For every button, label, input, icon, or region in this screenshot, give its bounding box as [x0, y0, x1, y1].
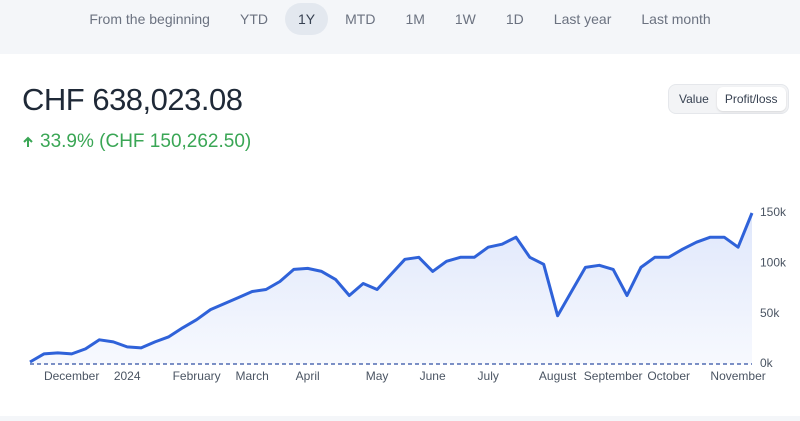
period-tab[interactable]: 1Y — [284, 3, 329, 35]
toggle-option[interactable]: Profit/loss — [716, 87, 786, 111]
x-tick-label: December — [44, 369, 99, 383]
mode-toggle: Value Profit/loss — [668, 84, 789, 114]
x-tick-label: August — [539, 369, 577, 383]
y-tick-label: 50k — [760, 306, 780, 320]
area — [30, 213, 752, 364]
x-tick-label: October — [647, 369, 690, 383]
x-tick-label: November — [710, 369, 765, 383]
change-row: 33.9% (CHF 150,262.50) — [22, 131, 251, 153]
portfolio-value: CHF 638,023.08 — [22, 82, 243, 117]
x-tick-label: May — [366, 369, 389, 383]
period-tab[interactable]: YTD — [239, 11, 268, 27]
period-tabs: From the beginning YTD 1Y MTD 1M 1W 1D Last yea… — [0, 0, 800, 38]
toggle-option[interactable]: Value — [679, 92, 709, 106]
x-tick-label: February — [173, 369, 221, 383]
x-tick-label: April — [296, 369, 320, 383]
line — [29, 212, 754, 364]
y-tick-label: 150k — [760, 205, 787, 219]
period-tab[interactable]: 1M — [405, 11, 425, 27]
x-tick-label: September — [584, 369, 643, 383]
up-arrow — [23, 136, 33, 147]
period-tab[interactable]: From the beginning — [89, 11, 210, 27]
x-tick-label: July — [478, 369, 499, 383]
x-tick-label: March — [235, 369, 268, 383]
change-value: 33.9% (CHF 150,262.50) — [40, 131, 252, 152]
period-tab[interactable]: 1D — [505, 11, 524, 27]
period-tab[interactable]: MTD — [345, 11, 376, 27]
y-tick-label: 100k — [760, 256, 787, 270]
period-tab[interactable]: 1W — [454, 11, 476, 27]
y-tick-label: 0k — [760, 356, 774, 370]
x-tick-label: 2024 — [114, 369, 141, 383]
period-tab[interactable]: Last year — [553, 11, 612, 27]
period-tab[interactable]: Last month — [641, 11, 711, 27]
x-tick-label: June — [420, 369, 446, 383]
